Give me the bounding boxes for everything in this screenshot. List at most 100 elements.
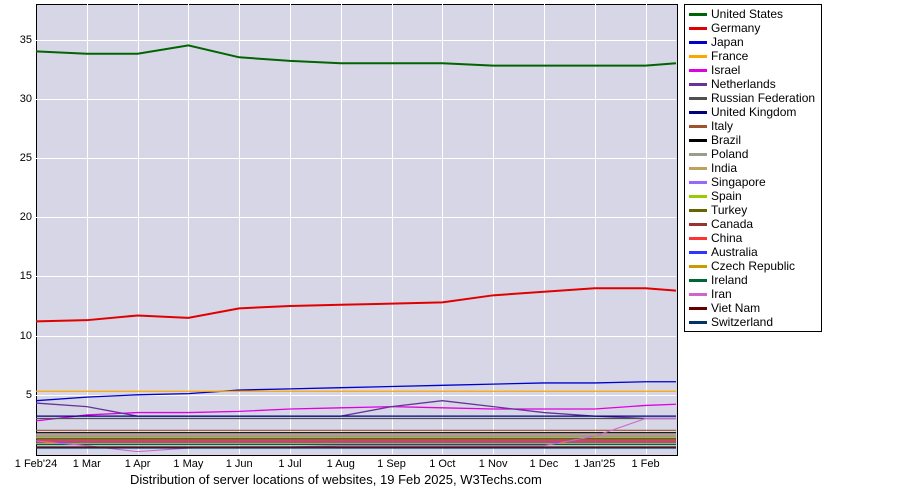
legend-row: Spain: [689, 189, 815, 203]
legend-swatch: [689, 125, 707, 128]
legend-label: United Kingdom: [711, 105, 796, 119]
legend-label: Ireland: [711, 273, 748, 287]
legend-row: France: [689, 49, 815, 63]
legend-row: Israel: [689, 63, 815, 77]
grid-line-v: [138, 4, 139, 454]
grid-line-h: [36, 158, 676, 159]
plot-area: [36, 4, 678, 456]
y-tick-label: 5: [6, 389, 32, 401]
legend-box: United StatesGermanyJapanFranceIsraelNet…: [684, 4, 822, 332]
grid-line-h: [36, 40, 676, 41]
legend-label: Israel: [711, 63, 740, 77]
legend-row: Russian Federation: [689, 91, 815, 105]
grid-line-v: [493, 4, 494, 454]
legend-row: Japan: [689, 35, 815, 49]
legend-row: Turkey: [689, 203, 815, 217]
x-tick-label: 1 Jun: [226, 458, 253, 470]
legend-swatch: [689, 321, 707, 324]
y-tick-label: 10: [6, 330, 32, 342]
legend-label: United States: [711, 7, 783, 21]
grid-line-h: [36, 276, 676, 277]
legend-swatch: [689, 41, 707, 44]
grid-line-h: [36, 217, 676, 218]
legend-swatch: [689, 139, 707, 142]
x-tick-label: 1 Oct: [429, 458, 455, 470]
legend-label: Switzerland: [711, 315, 773, 329]
y-tick-label: 15: [6, 270, 32, 282]
legend-row: Viet Nam: [689, 301, 815, 315]
legend-row: Singapore: [689, 175, 815, 189]
legend-row: Canada: [689, 217, 815, 231]
x-tick-label: 1 Feb: [631, 458, 659, 470]
legend-swatch: [689, 97, 707, 100]
x-tick-label: 1 Mar: [73, 458, 101, 470]
legend-label: India: [711, 161, 737, 175]
y-tick-label: 35: [6, 34, 32, 46]
grid-line-v: [87, 4, 88, 454]
legend-label: China: [711, 231, 742, 245]
grid-line-v: [392, 4, 393, 454]
legend-row: Australia: [689, 245, 815, 259]
legend-label: France: [711, 49, 748, 63]
legend-label: Australia: [711, 245, 758, 259]
grid-line-h: [36, 395, 676, 396]
legend-label: Brazil: [711, 133, 741, 147]
grid-line-h: [36, 99, 676, 100]
x-tick-label: 1 Jan'25: [574, 458, 615, 470]
grid-line-v: [544, 4, 545, 454]
legend-swatch: [689, 13, 707, 16]
y-tick-label: 20: [6, 211, 32, 223]
legend-swatch: [689, 153, 707, 156]
legend-row: Brazil: [689, 133, 815, 147]
legend-swatch: [689, 265, 707, 268]
legend-row: Poland: [689, 147, 815, 161]
legend-label: Viet Nam: [711, 301, 760, 315]
legend-label: Italy: [711, 119, 733, 133]
grid-line-v: [646, 4, 647, 454]
grid-line-v: [442, 4, 443, 454]
legend-row: Iran: [689, 287, 815, 301]
legend-row: Germany: [689, 21, 815, 35]
legend-label: Germany: [711, 21, 760, 35]
legend-row: Ireland: [689, 273, 815, 287]
legend-swatch: [689, 251, 707, 254]
legend-swatch: [689, 69, 707, 72]
legend-swatch: [689, 237, 707, 240]
legend-row: United States: [689, 7, 815, 21]
x-tick-label: 1 Feb'24: [15, 458, 57, 470]
legend-swatch: [689, 55, 707, 58]
legend-label: Russian Federation: [711, 91, 815, 105]
legend-label: Czech Republic: [711, 259, 795, 273]
legend-row: Netherlands: [689, 77, 815, 91]
legend-label: Canada: [711, 217, 753, 231]
chart-caption: Distribution of server locations of webs…: [130, 472, 542, 487]
legend-swatch: [689, 181, 707, 184]
x-tick-label: 1 May: [173, 458, 203, 470]
legend-label: Netherlands: [711, 77, 776, 91]
grid-line-v: [239, 4, 240, 454]
legend-row: India: [689, 161, 815, 175]
legend-label: Turkey: [711, 203, 747, 217]
x-tick-label: 1 Apr: [125, 458, 151, 470]
legend-swatch: [689, 83, 707, 86]
legend-row: China: [689, 231, 815, 245]
legend-swatch: [689, 279, 707, 282]
x-tick-label: 1 Nov: [479, 458, 508, 470]
x-tick-label: 1 Jul: [278, 458, 301, 470]
legend-swatch: [689, 111, 707, 114]
legend-label: Spain: [711, 189, 742, 203]
grid-line-v: [341, 4, 342, 454]
grid-line-v: [290, 4, 291, 454]
legend-label: Iran: [711, 287, 732, 301]
legend-row: Switzerland: [689, 315, 815, 329]
legend-swatch: [689, 209, 707, 212]
legend-row: Czech Republic: [689, 259, 815, 273]
y-tick-label: 25: [6, 152, 32, 164]
grid-line-h: [36, 336, 676, 337]
legend-swatch: [689, 195, 707, 198]
x-tick-label: 1 Sep: [377, 458, 406, 470]
legend-label: Poland: [711, 147, 748, 161]
x-tick-label: 1 Aug: [327, 458, 355, 470]
legend-swatch: [689, 293, 707, 296]
legend-label: Japan: [711, 35, 744, 49]
